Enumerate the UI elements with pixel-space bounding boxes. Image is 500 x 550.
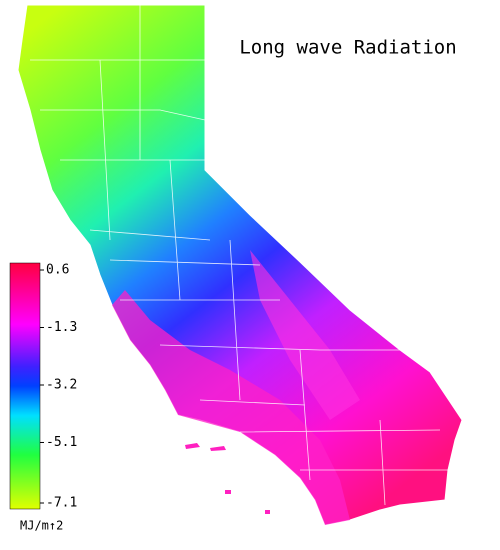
colorbar-unit: MJ/m↑2 [20, 519, 63, 533]
california-map [17, 4, 463, 526]
state-shape [17, 4, 463, 526]
colorbar-ticks: 0.6 -1.3 -3.2 -5.1 -7.1 [40, 263, 77, 511]
colorbar-tick-label: 0.6 [46, 263, 69, 278]
county-lines [30, 5, 450, 506]
colorbar [9, 262, 41, 510]
southern-coast-band [112, 290, 350, 525]
colorbar-tick-label: -5.1 [46, 435, 77, 450]
colorbar-tick-label: -3.2 [46, 377, 77, 392]
colorbar-tick-label: -1.3 [46, 320, 77, 335]
islands [185, 443, 270, 514]
map-title: Long wave Radiation [239, 37, 456, 59]
colorbar-tick-label: -7.1 [46, 496, 77, 511]
eastern-desert-band [250, 250, 360, 420]
